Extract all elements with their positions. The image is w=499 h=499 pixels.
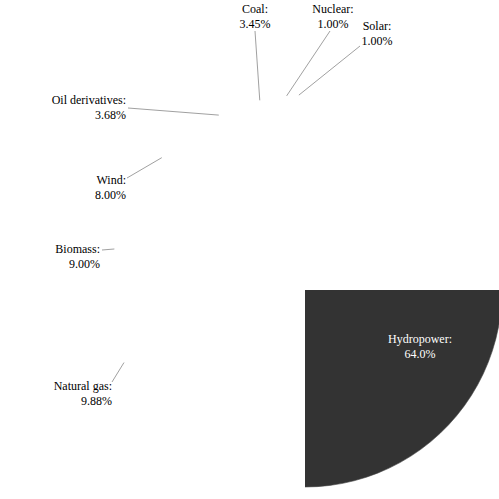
leader-line	[299, 46, 360, 95]
value-label: 3.68%	[95, 108, 126, 122]
value-label: 8.00%	[95, 188, 126, 202]
category-label: Coal:	[242, 2, 268, 16]
labels: Hydropower:64.0% Natural gas:9.88% Biomass…	[52, 2, 452, 408]
category-label: Biomass:	[55, 242, 100, 256]
leader-line	[127, 158, 162, 178]
value-label: 9.00%	[69, 257, 100, 271]
value-label: 64.0%	[405, 347, 436, 361]
category-label: Natural gas:	[54, 379, 112, 393]
leader-line	[128, 108, 219, 115]
leader-line	[287, 31, 330, 96]
category-label: Oil derivatives:	[52, 93, 126, 107]
slices	[305, 290, 499, 487]
value-label: 9.88%	[81, 394, 112, 408]
value-label: 1.00%	[318, 17, 349, 31]
value-label: 3.45%	[240, 17, 271, 31]
leader-line	[112, 363, 124, 382]
leader-line	[102, 249, 114, 250]
pie-slice	[305, 290, 499, 487]
chart-svg: Hydropower:64.0% Natural gas:9.88% Biomass…	[0, 0, 499, 499]
value-label: 1.00%	[362, 34, 393, 48]
chart-container: Hydropower:64.0% Natural gas:9.88% Biomass…	[0, 0, 499, 499]
category-label: Hydropower:	[388, 332, 452, 346]
leader-line	[255, 31, 260, 100]
category-label: Nuclear:	[312, 2, 353, 16]
category-label: Solar:	[363, 19, 392, 33]
category-label: Wind:	[96, 173, 126, 187]
